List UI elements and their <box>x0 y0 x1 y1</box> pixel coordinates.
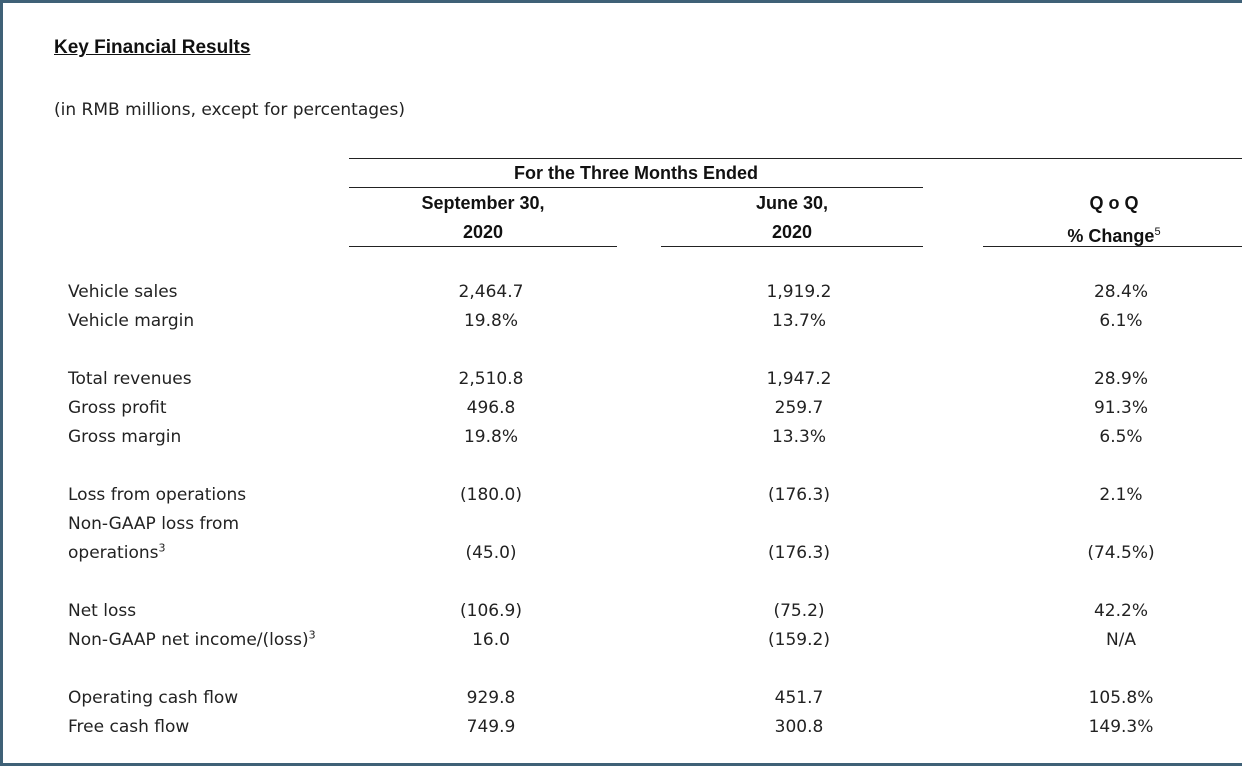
row-label: Operating cash flow <box>68 688 239 708</box>
value-jun-2020: 13.3% <box>771 427 826 447</box>
col1-header-year: 2020 <box>462 222 504 242</box>
period-group-header: For the Three Months Ended <box>513 163 758 183</box>
value-qoq-change: 42.2% <box>1093 601 1148 621</box>
table-row: Free cash flow 749.9 300.8 149.3% <box>3 713 1242 742</box>
value-jun-2020: 13.7% <box>771 311 826 331</box>
table-row: Gross margin 19.8% 13.3% 6.5% <box>3 423 1242 452</box>
table-row: Non-GAAP net income/(loss)3 16.0 (159.2)… <box>3 626 1242 655</box>
value-jun-2020: (75.2) <box>773 601 825 621</box>
value-sep-2020: 16.0 <box>472 630 510 650</box>
value-sep-2020: (45.0) <box>465 543 517 563</box>
value-qoq-change: 105.8% <box>1088 688 1154 708</box>
value-sep-2020: (180.0) <box>460 485 522 505</box>
col2-header-date: June 30, <box>755 193 829 213</box>
value-qoq-change: 28.4% <box>1093 282 1148 302</box>
value-sep-2020: 496.8 <box>466 398 516 418</box>
table-row: Net loss (106.9) (75.2) 42.2% <box>3 597 1242 626</box>
value-jun-2020: (176.3) <box>768 543 830 563</box>
row-label-text: operations <box>68 543 159 563</box>
table-row: operations3 (45.0) (176.3) (74.5%) <box>3 539 1242 568</box>
col1-underline <box>349 246 617 247</box>
footnote-marker: 3 <box>158 541 166 555</box>
value-sep-2020: 19.8% <box>463 427 518 447</box>
row-label: Vehicle sales <box>68 282 178 302</box>
value-sep-2020: 19.8% <box>463 311 518 331</box>
table-row: Operating cash flow 929.8 451.7 105.8% <box>3 684 1242 713</box>
value-sep-2020: (106.9) <box>460 601 522 621</box>
value-jun-2020: (159.2) <box>768 630 830 650</box>
value-jun-2020: (176.3) <box>768 485 830 505</box>
row-label-line1: Non-GAAP loss from <box>68 514 240 534</box>
row-label: Vehicle margin <box>68 311 195 331</box>
group-underline <box>349 187 923 188</box>
value-qoq-change: 6.1% <box>1099 311 1143 331</box>
col3-underline <box>983 246 1242 247</box>
value-sep-2020: 2,464.7 <box>458 282 524 302</box>
header-top-rule <box>349 158 1242 159</box>
value-qoq-change: N/A <box>1105 630 1137 650</box>
table-row: Gross profit 496.8 259.7 91.3% <box>3 394 1242 423</box>
col2-header-year: 2020 <box>771 222 813 242</box>
value-sep-2020: 929.8 <box>466 688 516 708</box>
col3-header-title: Q o Q <box>1089 193 1139 213</box>
value-qoq-change: 28.9% <box>1093 369 1148 389</box>
table-row: Vehicle sales 2,464.7 1,919.2 28.4% <box>3 278 1242 307</box>
value-qoq-change: 6.5% <box>1099 427 1143 447</box>
table-row-label-wrap: Non-GAAP loss from <box>3 510 1242 539</box>
row-label: Total revenues <box>68 369 192 389</box>
col3-header-label: % Change <box>1067 226 1155 246</box>
row-label: Net loss <box>68 601 137 621</box>
table-row: Total revenues 2,510.8 1,947.2 28.9% <box>3 365 1242 394</box>
row-label: Loss from operations <box>68 485 247 505</box>
col3-footnote-marker: 5 <box>1154 226 1161 238</box>
row-label-line2: operations3 <box>68 539 165 568</box>
value-jun-2020: 451.7 <box>774 688 824 708</box>
col1-header-date: September 30, <box>421 193 545 213</box>
col2-underline <box>661 246 923 247</box>
row-label-text: Non-GAAP net income/(loss) <box>68 630 309 650</box>
table-row: Vehicle margin 19.8% 13.7% 6.1% <box>3 307 1242 336</box>
value-qoq-change: 91.3% <box>1093 398 1148 418</box>
row-label: Free cash flow <box>68 717 190 737</box>
value-jun-2020: 1,919.2 <box>766 282 832 302</box>
footnote-marker: 3 <box>308 628 316 642</box>
value-sep-2020: 2,510.8 <box>458 369 524 389</box>
col3-header-subtitle: % Change5 <box>983 218 1242 251</box>
value-qoq-change: (74.5%) <box>1087 543 1155 563</box>
value-jun-2020: 259.7 <box>774 398 824 418</box>
value-jun-2020: 300.8 <box>774 717 824 737</box>
table-row: Loss from operations (180.0) (176.3) 2.1… <box>3 481 1242 510</box>
row-label: Gross margin <box>68 427 182 447</box>
page-title: Key Financial Results <box>54 37 251 58</box>
value-jun-2020: 1,947.2 <box>766 369 832 389</box>
value-sep-2020: 749.9 <box>466 717 516 737</box>
value-qoq-change: 149.3% <box>1088 717 1154 737</box>
row-label: Non-GAAP net income/(loss)3 <box>68 626 316 655</box>
units-note: (in RMB millions, except for percentages… <box>54 100 406 120</box>
value-qoq-change: 2.1% <box>1099 485 1143 505</box>
row-label: Gross profit <box>68 398 167 418</box>
